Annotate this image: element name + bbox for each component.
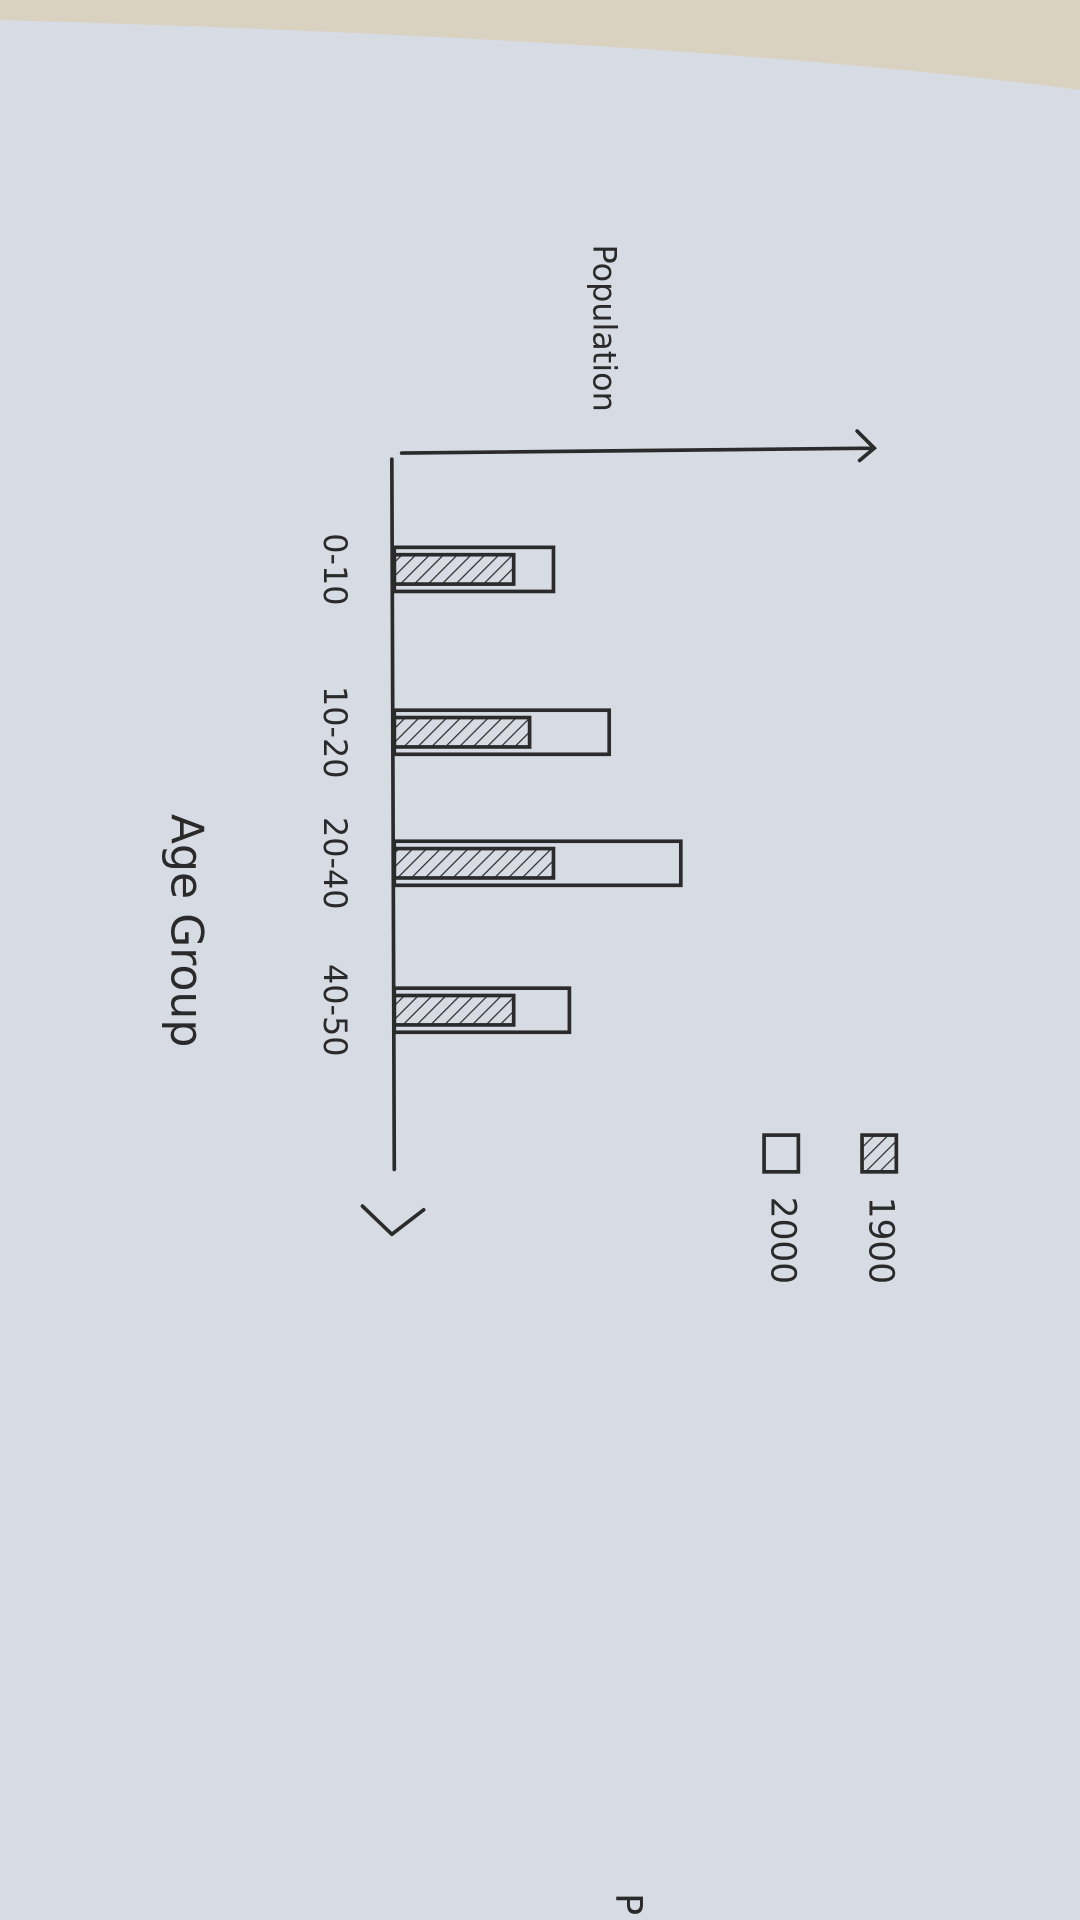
shadow bbox=[0, 650, 90, 1110]
bar bbox=[392, 552, 516, 586]
bar bbox=[392, 993, 516, 1027]
value-axis bbox=[399, 429, 878, 463]
bar bbox=[392, 715, 532, 749]
legend-label: 2000 bbox=[763, 1197, 803, 1284]
edge-text: P bbox=[607, 1893, 650, 1915]
x-tick-label: 40-50 bbox=[316, 964, 354, 1056]
x-axis-label: Age Group bbox=[161, 814, 212, 1047]
x-tick-label: 20-40 bbox=[316, 817, 354, 910]
plot: Population Age Group P 0-10 10-20 20-40 40-… bbox=[161, 245, 901, 1916]
y-axis-label: Population bbox=[585, 245, 623, 412]
x-tick-label: 0-10 bbox=[316, 533, 354, 605]
bar bbox=[392, 846, 556, 880]
legend-swatch bbox=[762, 1133, 801, 1174]
x-tick-label: 10-20 bbox=[316, 686, 354, 779]
legend-label: 1900 bbox=[861, 1197, 901, 1284]
category-axis bbox=[360, 457, 426, 1237]
table-edge bbox=[0, 0, 1080, 90]
legend-swatch bbox=[860, 1133, 899, 1174]
